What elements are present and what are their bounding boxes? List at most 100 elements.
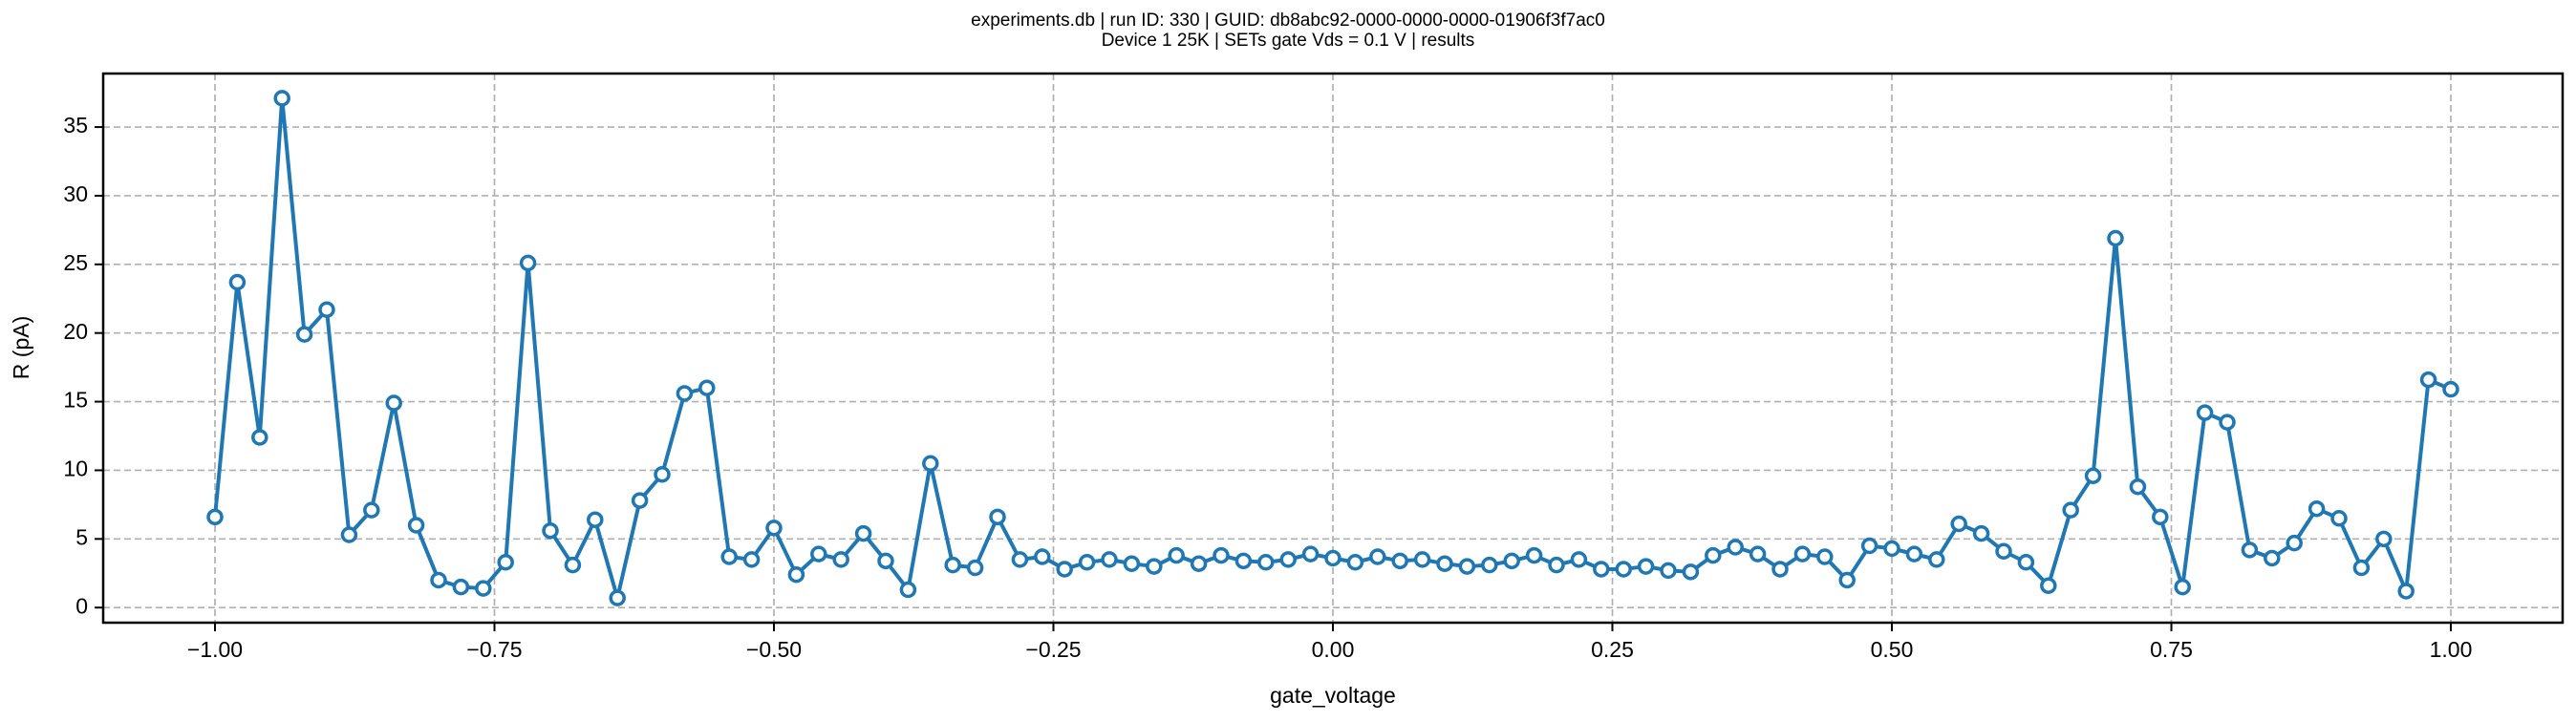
y-tick-label: 30 [63, 181, 88, 206]
data-point [1525, 546, 1543, 564]
data-point [698, 379, 716, 396]
data-point [251, 429, 268, 446]
data-point [2330, 510, 2348, 527]
data-point [1905, 545, 1923, 563]
x-tick-label: −1.00 [187, 637, 243, 662]
data-point [2419, 371, 2437, 389]
data-point [2352, 559, 2371, 577]
data-point [1928, 551, 1945, 568]
data-point [1391, 552, 1408, 570]
x-tick-label: −0.75 [466, 637, 522, 662]
data-point [1146, 558, 1163, 575]
x-tick-label: −0.25 [1025, 637, 1081, 662]
data-point [742, 551, 761, 568]
data-point [1972, 524, 1990, 542]
data-point [318, 301, 335, 318]
data-point [1995, 542, 2012, 560]
data-point [587, 511, 604, 528]
data-point [2375, 530, 2393, 548]
data-point [1481, 556, 1498, 574]
data-point [2040, 577, 2057, 594]
data-point [966, 559, 984, 577]
data-point [1369, 548, 1386, 565]
data-point [787, 565, 805, 584]
data-point [1257, 554, 1275, 571]
data-point [2152, 508, 2169, 526]
x-tick-label: 0.75 [2150, 637, 2193, 662]
data-point [676, 385, 694, 402]
data-point [1279, 551, 1297, 568]
data-point [273, 90, 290, 107]
data-point [922, 455, 939, 472]
data-point [1660, 562, 1677, 580]
data-point [475, 580, 492, 597]
data-point [631, 492, 649, 509]
y-tick-label: 25 [63, 250, 88, 275]
x-tick-label: −0.50 [746, 637, 802, 662]
data-point [2017, 554, 2035, 571]
data-point [1816, 548, 1834, 565]
data-point [1413, 551, 1431, 568]
data-point [497, 554, 514, 571]
data-point [1213, 546, 1230, 564]
data-point [854, 524, 872, 542]
chart-title: experiments.db | run ID: 330 | GUID: db8… [971, 11, 1605, 31]
data-point [1860, 537, 1878, 555]
data-point [542, 521, 559, 540]
data-point [944, 556, 961, 574]
data-point [720, 548, 738, 565]
data-point [1793, 545, 1812, 563]
data-point [1838, 571, 1856, 589]
data-point [407, 517, 425, 534]
chart-subtitle: Device 1 25K | SETs gate Vds = 0.1 V | r… [1102, 31, 1475, 51]
y-tick-label: 0 [75, 593, 88, 618]
data-point [1570, 551, 1588, 568]
data-point [564, 556, 582, 574]
data-point [1034, 548, 1051, 565]
data-point [1749, 545, 1767, 563]
plot-frame [101, 72, 2565, 625]
data-point [654, 466, 671, 483]
data-point [1637, 558, 1655, 575]
data-point [2286, 534, 2303, 552]
data-point [1436, 555, 1453, 572]
y-axis-label: R (pA) [9, 316, 33, 379]
data-point [1190, 555, 1208, 572]
data-point [1883, 540, 1900, 558]
data-point [1234, 552, 1253, 570]
data-point [1727, 539, 1744, 556]
data-point [2241, 542, 2259, 559]
data-point [1011, 551, 1029, 568]
x-tick-label: 0.25 [1591, 637, 1634, 662]
data-point [1301, 545, 1320, 563]
data-point [1771, 561, 1789, 578]
y-tick-label: 35 [63, 113, 88, 138]
data-point [1056, 561, 1073, 578]
data-point [2196, 404, 2214, 421]
data-point [2219, 414, 2236, 431]
data-point [2308, 499, 2326, 518]
data-point [1705, 546, 1722, 564]
data-point [206, 508, 224, 526]
data-point [1168, 546, 1185, 564]
data-point [989, 508, 1006, 526]
data-point [2442, 380, 2459, 398]
data-point [1123, 555, 1141, 572]
data-point [2397, 583, 2415, 600]
data-point [2107, 229, 2124, 247]
x-axis-label: gate_voltage [1270, 683, 1396, 708]
x-tick-label: 1.00 [2430, 637, 2473, 662]
data-point [430, 571, 447, 589]
data-point [2174, 578, 2191, 596]
data-point [1503, 552, 1520, 570]
data-point [1593, 561, 1610, 578]
data-point [385, 394, 402, 412]
data-point [2264, 549, 2281, 567]
y-tick-label: 5 [75, 524, 88, 549]
data-point [2129, 478, 2147, 496]
y-tick-label: 20 [63, 319, 88, 344]
data-point [1615, 561, 1632, 578]
y-tick-label: 10 [63, 457, 88, 481]
data-point [2084, 467, 2102, 484]
